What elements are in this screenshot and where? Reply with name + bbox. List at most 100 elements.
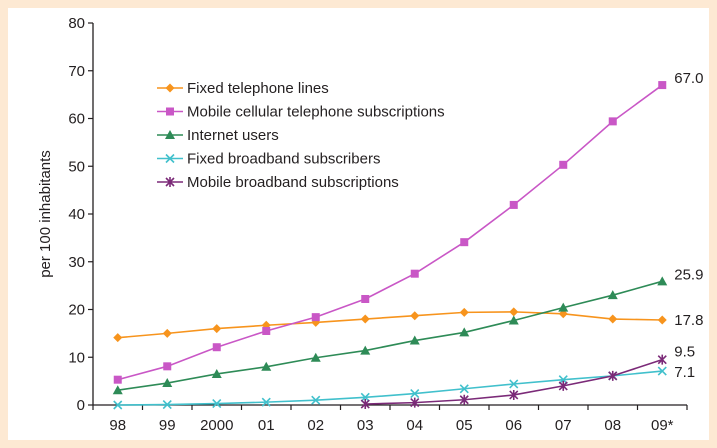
data-point: [657, 276, 668, 286]
data-point: [410, 311, 420, 321]
x-tick-label: 07: [555, 417, 572, 434]
series-fixed-telephone-lines: [113, 307, 667, 343]
data-point: [165, 130, 175, 139]
data-point: [311, 395, 321, 405]
data-point: [459, 384, 469, 394]
data-point: [360, 314, 370, 324]
data-point: [165, 83, 175, 93]
data-point: [261, 397, 271, 407]
series-layer: [112, 81, 668, 410]
chart-panel: [8, 8, 709, 440]
data-point: [657, 354, 667, 365]
y-tick-label: 40: [68, 206, 85, 223]
data-point: [212, 343, 221, 352]
data-point: [508, 315, 519, 325]
end-value-label: 7.1: [674, 364, 695, 381]
data-point: [657, 315, 667, 325]
data-point: [459, 327, 470, 337]
end-value-label: 17.8: [674, 312, 703, 329]
data-point: [361, 294, 370, 303]
data-point: [261, 361, 272, 371]
series-mobile-cellular-telephone-subscriptions: [113, 81, 667, 384]
series-line: [117, 370, 663, 406]
data-point: [558, 380, 568, 391]
data-point: [410, 388, 420, 399]
series-line: [117, 280, 663, 391]
y-tick-label: 80: [68, 15, 85, 32]
data-point: [360, 345, 371, 355]
x-tick-label: 06: [505, 417, 522, 434]
x-tick-label: 09*: [651, 417, 674, 434]
y-tick-label: 0: [77, 397, 85, 414]
x-tick-label: 2000: [200, 417, 233, 434]
data-point: [113, 375, 122, 384]
x-tick-label: 01: [258, 417, 275, 434]
data-point: [165, 153, 175, 164]
data-point: [162, 399, 172, 410]
data-point: [608, 370, 618, 381]
data-point: [162, 378, 173, 388]
data-point: [113, 400, 123, 410]
data-point: [558, 302, 569, 312]
data-point: [509, 379, 519, 389]
legend-item: Fixed telephone lines: [157, 80, 329, 97]
end-value-label: 67.0: [674, 70, 703, 87]
data-point: [658, 81, 667, 90]
data-point: [409, 335, 420, 345]
data-point: [113, 333, 123, 343]
x-tick-label: 02: [307, 417, 324, 434]
data-point: [410, 397, 420, 408]
legend-item: Mobile cellular telephone subscriptions: [157, 104, 445, 121]
y-tick-label: 30: [68, 254, 85, 271]
series-line: [117, 84, 663, 381]
data-point: [657, 366, 667, 376]
y-tick-label: 70: [68, 63, 85, 80]
y-tick-label: 60: [68, 111, 85, 128]
legend-item: Fixed broadband subscribers: [157, 151, 380, 168]
data-point: [608, 117, 617, 126]
legend-item: Mobile broadband subscriptions: [157, 174, 399, 191]
data-point: [211, 368, 222, 378]
data-point: [212, 399, 222, 409]
data-point: [509, 307, 519, 317]
data-point: [166, 107, 174, 116]
series-internet-users: [112, 276, 668, 395]
data-point: [459, 394, 469, 405]
data-point: [360, 399, 370, 410]
legend-label: Mobile cellular telephone subscriptions: [187, 104, 445, 121]
data-point: [262, 326, 271, 335]
legend-label: Mobile broadband subscriptions: [187, 174, 399, 191]
end-value-label: 9.5: [674, 344, 695, 361]
series-mobile-broadband-subscriptions: [360, 354, 667, 410]
data-point: [311, 313, 320, 322]
data-point: [607, 290, 618, 300]
series-line: [117, 311, 663, 339]
y-tick-label: 20: [68, 302, 85, 319]
x-tick-label: 04: [406, 417, 423, 434]
data-point: [163, 362, 172, 371]
legend-label: Fixed telephone lines: [187, 80, 329, 97]
data-point: [509, 200, 518, 209]
y-tick-label: 10: [68, 349, 85, 366]
axes: 0 10 20 30 40 50 60 70 80 98 99 2000 01 02 03 04 05 06 07 0…: [68, 15, 688, 434]
y-axis-title: per 100 inhabitants: [37, 150, 54, 278]
data-point: [212, 324, 222, 334]
data-point: [162, 328, 172, 338]
data-point: [460, 238, 469, 247]
legend-label: Fixed broadband subscribers: [187, 151, 380, 168]
x-tick-label: 08: [604, 417, 621, 434]
legend: Fixed telephone lines Mobile cellular tel…: [157, 80, 445, 191]
x-tick-label: 99: [159, 417, 176, 434]
data-point: [459, 307, 469, 317]
x-tick-label: 03: [357, 417, 374, 434]
end-value-label: 25.9: [674, 266, 703, 283]
data-point: [165, 177, 175, 187]
legend-item: Internet users: [157, 127, 279, 144]
data-point: [310, 352, 321, 362]
data-point: [509, 389, 519, 400]
data-point: [112, 385, 123, 395]
legend-label: Internet users: [187, 127, 279, 144]
data-point: [608, 314, 618, 324]
data-point: [410, 269, 419, 278]
